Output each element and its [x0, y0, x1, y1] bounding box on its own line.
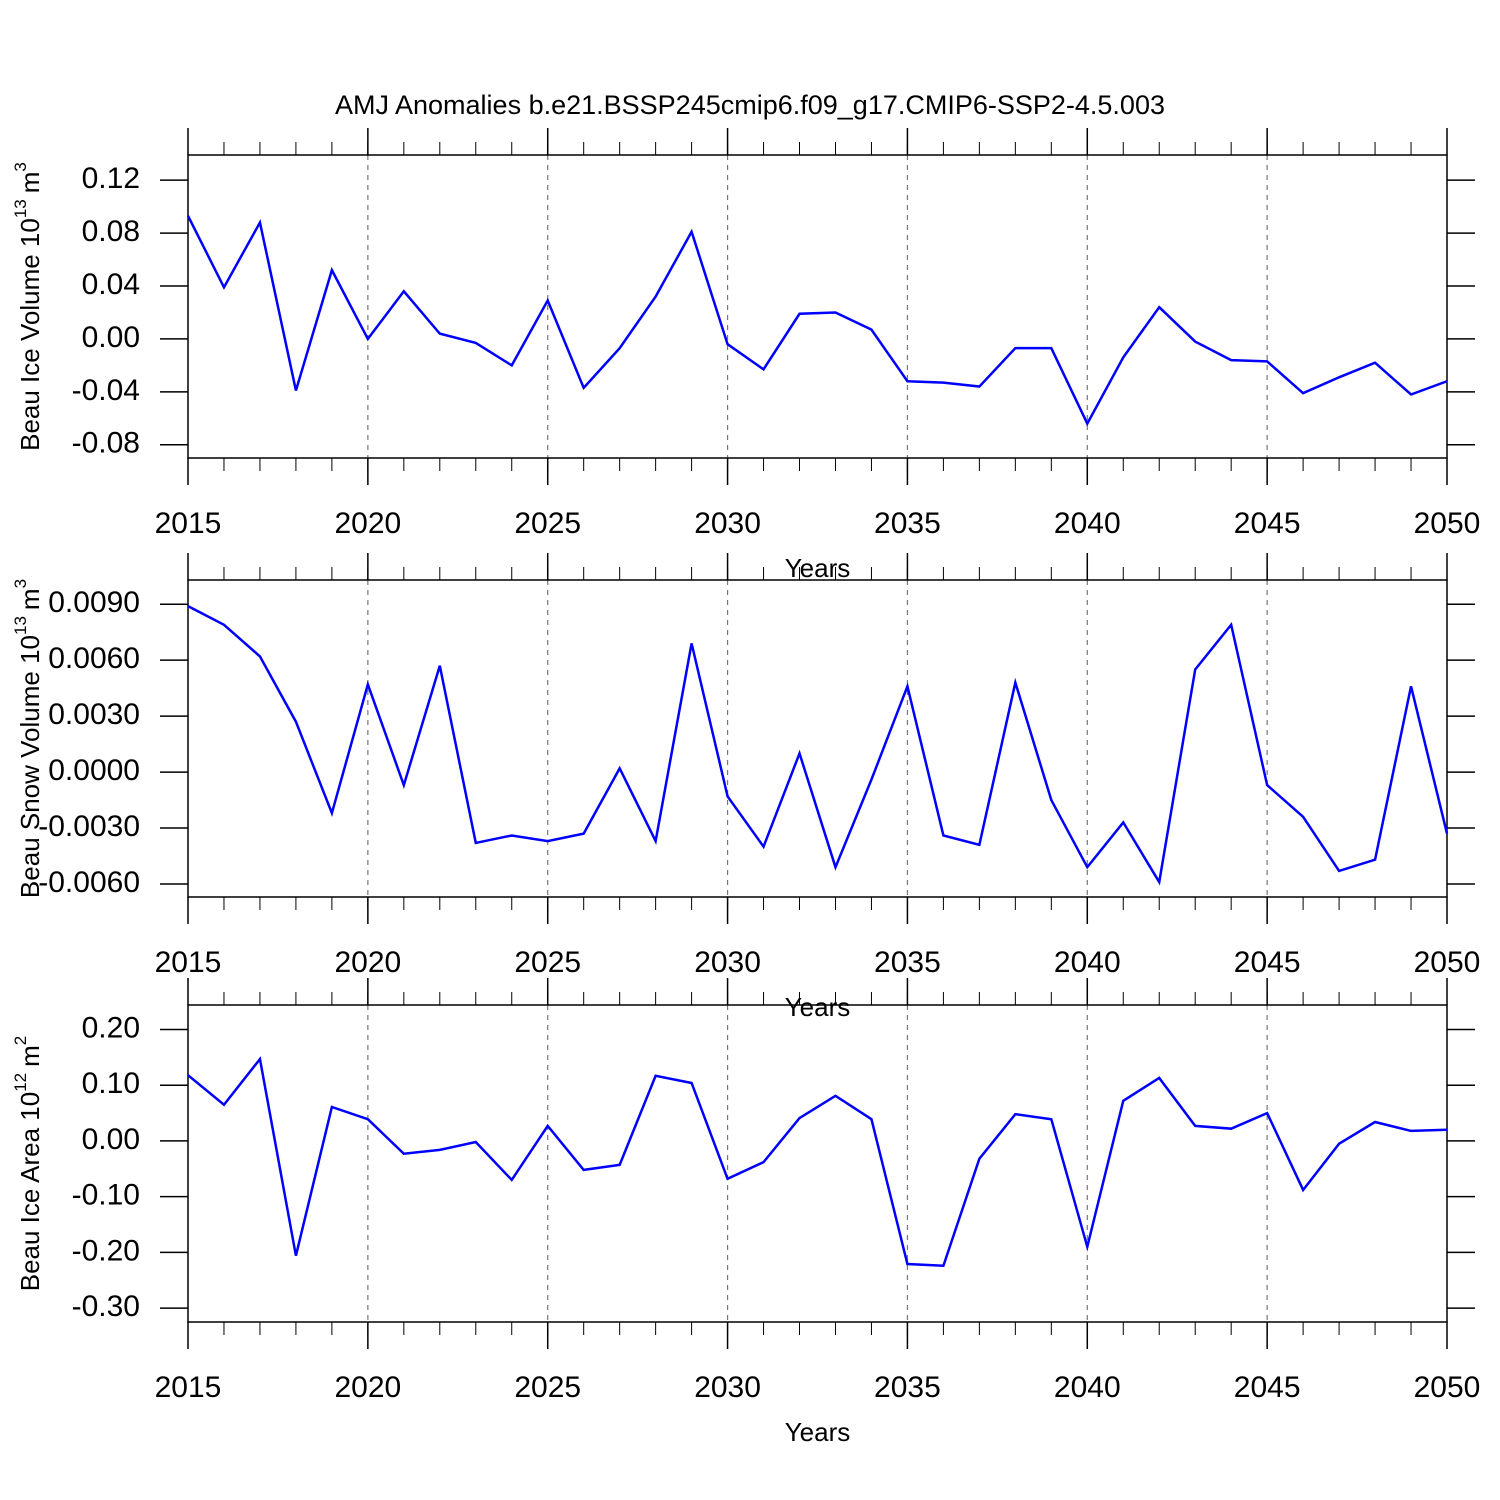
y-tick-label: -0.08: [72, 427, 140, 460]
y-label-exponent: 12: [11, 1073, 30, 1092]
x-tick-label: 2040: [1054, 1371, 1121, 1404]
y-label-exponent: 13: [11, 616, 30, 635]
y-tick-label: 0.10: [82, 1067, 140, 1100]
x-tick-label: 2045: [1234, 946, 1301, 979]
y-label-unit: m: [15, 1045, 45, 1067]
y-tick-label: -0.10: [72, 1179, 140, 1212]
y-tick-label: 0.00: [82, 1123, 140, 1156]
x-tick-label: 2030: [694, 946, 761, 979]
y-axis-label: Beau Ice Area 1012 m2: [11, 1036, 44, 1292]
y-tick-label: 0.04: [82, 268, 140, 301]
x-tick-label: 2040: [1054, 507, 1121, 540]
y-label-exponent: 13: [11, 199, 30, 218]
y-tick-label: -0.20: [72, 1234, 140, 1267]
x-axis-label: Years: [785, 553, 851, 583]
x-tick-label: 2050: [1414, 507, 1481, 540]
data-line: [186, 215, 1448, 427]
data-line: [187, 604, 1449, 886]
y-axis-label: Beau Ice Volume 1013 m3: [11, 162, 44, 451]
y-tick-label: 0.12: [82, 162, 140, 195]
plot-frame: [187, 579, 1448, 898]
x-tick-label: 2020: [334, 946, 401, 979]
data-line: [187, 1056, 1448, 1268]
x-axis-label: Years: [785, 1417, 851, 1447]
y-tick-label: 0.0090: [48, 586, 140, 619]
y-tick-label: 0.00: [82, 321, 140, 354]
y-label-unit: m: [15, 172, 45, 194]
x-tick-label: 2020: [334, 507, 401, 540]
y-axis-label: Beau Snow Volume 1013 m3: [11, 579, 44, 898]
x-tick-label: 2045: [1234, 1371, 1301, 1404]
x-tick-label: 2025: [514, 1371, 581, 1404]
x-tick-label: 2015: [155, 946, 222, 979]
y-label-unit-exponent: 3: [11, 162, 30, 171]
y-label-unit: m: [15, 588, 45, 610]
x-tick-label: 2030: [694, 507, 761, 540]
x-tick-label: 2035: [874, 1371, 941, 1404]
x-tick-label: 2025: [514, 507, 581, 540]
y-tick-label: -0.30: [72, 1290, 140, 1323]
x-tick-label: 2040: [1054, 946, 1121, 979]
y-tick-label: 0.08: [82, 215, 140, 248]
y-label-unit-exponent: 2: [11, 1036, 30, 1045]
y-label-unit-exponent: 3: [11, 579, 30, 588]
y-tick-label: 0.0060: [48, 642, 140, 675]
x-tick-label: 2045: [1234, 507, 1301, 540]
y-label-text: Beau Ice Volume 10: [15, 218, 45, 451]
x-tick-label: 2050: [1414, 1371, 1481, 1404]
y-label-text: Beau Ice Area 10: [15, 1092, 45, 1291]
plot-frame: [187, 154, 1448, 459]
x-tick-label: 2035: [874, 946, 941, 979]
x-tick-label: 2015: [155, 507, 222, 540]
x-tick-label: 2050: [1414, 946, 1481, 979]
y-tick-label: 0.20: [82, 1011, 140, 1044]
plot-frame: [187, 1004, 1448, 1323]
y-label-text: Beau Snow Volume 10: [15, 635, 45, 898]
x-tick-label: 2035: [874, 507, 941, 540]
x-axis-label: Years: [785, 992, 851, 1022]
y-tick-label: 0.0000: [48, 754, 140, 787]
y-tick-label: -0.04: [72, 374, 140, 407]
x-tick-label: 2015: [155, 1371, 222, 1404]
x-tick-label: 2025: [514, 946, 581, 979]
y-tick-label: -0.0030: [38, 810, 140, 843]
y-tick-label: -0.0060: [38, 866, 140, 899]
chart-title: AMJ Anomalies b.e21.BSSP245cmip6.f09_g17…: [335, 90, 1165, 120]
y-tick-label: 0.0030: [48, 698, 140, 731]
x-tick-label: 2030: [694, 1371, 761, 1404]
x-tick-label: 2020: [334, 1371, 401, 1404]
